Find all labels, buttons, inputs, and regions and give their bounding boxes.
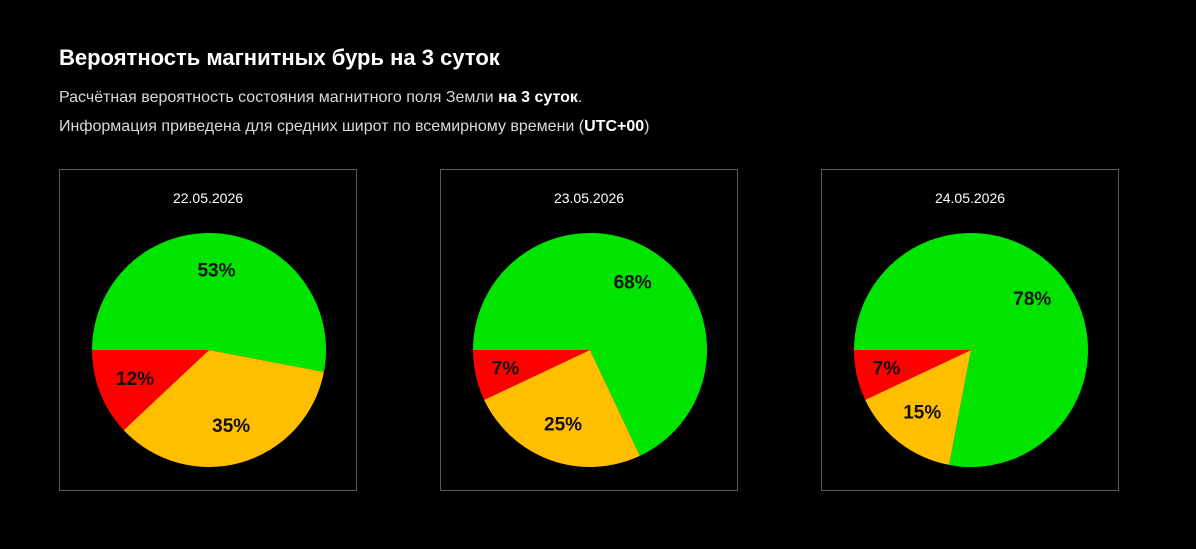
forecast-card-day-1: 22.05.2026 53% 35% 12% bbox=[59, 169, 357, 491]
pie-slice-green bbox=[473, 233, 707, 456]
description-text: Расчётная вероятность состояния магнитно… bbox=[59, 89, 499, 106]
page-title: Вероятность магнитных бурь на 3 суток bbox=[59, 45, 500, 70]
description-end: . bbox=[577, 89, 583, 106]
pie-chart-day-2: 68% 25% 7% bbox=[473, 233, 707, 467]
description-text: Информация приведена для средних широт п… bbox=[59, 118, 585, 135]
forecast-date: 24.05.2026 bbox=[934, 190, 1006, 206]
pie-slice-orange bbox=[123, 350, 324, 467]
pie-slice-label: 35% bbox=[212, 416, 250, 437]
pie-slice-orange bbox=[484, 350, 640, 467]
description-highlight: на 3 суток bbox=[498, 89, 578, 106]
pie-slice-red bbox=[473, 350, 590, 400]
pie-chart-day-3: 78% 15% 7% bbox=[854, 233, 1088, 467]
pie-slice-green bbox=[92, 233, 326, 372]
pie-slice-label: 25% bbox=[544, 414, 582, 435]
pie-slice-orange bbox=[865, 350, 971, 465]
timezone-highlight: UTC+00 bbox=[584, 118, 645, 135]
pie-slice-label: 7% bbox=[873, 358, 901, 379]
forecast-card-day-2: 23.05.2026 68% 25% 7% bbox=[440, 169, 738, 491]
forecast-date: 23.05.2026 bbox=[553, 190, 625, 206]
pie-slice-label: 78% bbox=[1013, 289, 1051, 310]
description-end: ) bbox=[644, 118, 650, 135]
pie-slice-label: 53% bbox=[197, 260, 235, 281]
description-line-2: Информация приведена для средних широт п… bbox=[59, 118, 649, 136]
forecast-date: 22.05.2026 bbox=[172, 190, 244, 206]
pie-slice-label: 68% bbox=[614, 272, 652, 293]
pie-chart-day-1: 53% 35% 12% bbox=[92, 233, 326, 467]
description-line-1: Расчётная вероятность состояния магнитно… bbox=[59, 89, 582, 107]
pie-slice-label: 7% bbox=[492, 358, 520, 379]
pie-slice-label: 12% bbox=[116, 369, 154, 390]
pie-slice-red bbox=[92, 350, 209, 431]
forecast-card-day-3: 24.05.2026 78% 15% 7% bbox=[821, 169, 1119, 491]
pie-slice-red bbox=[854, 350, 971, 400]
pie-slice-label: 15% bbox=[903, 402, 941, 423]
